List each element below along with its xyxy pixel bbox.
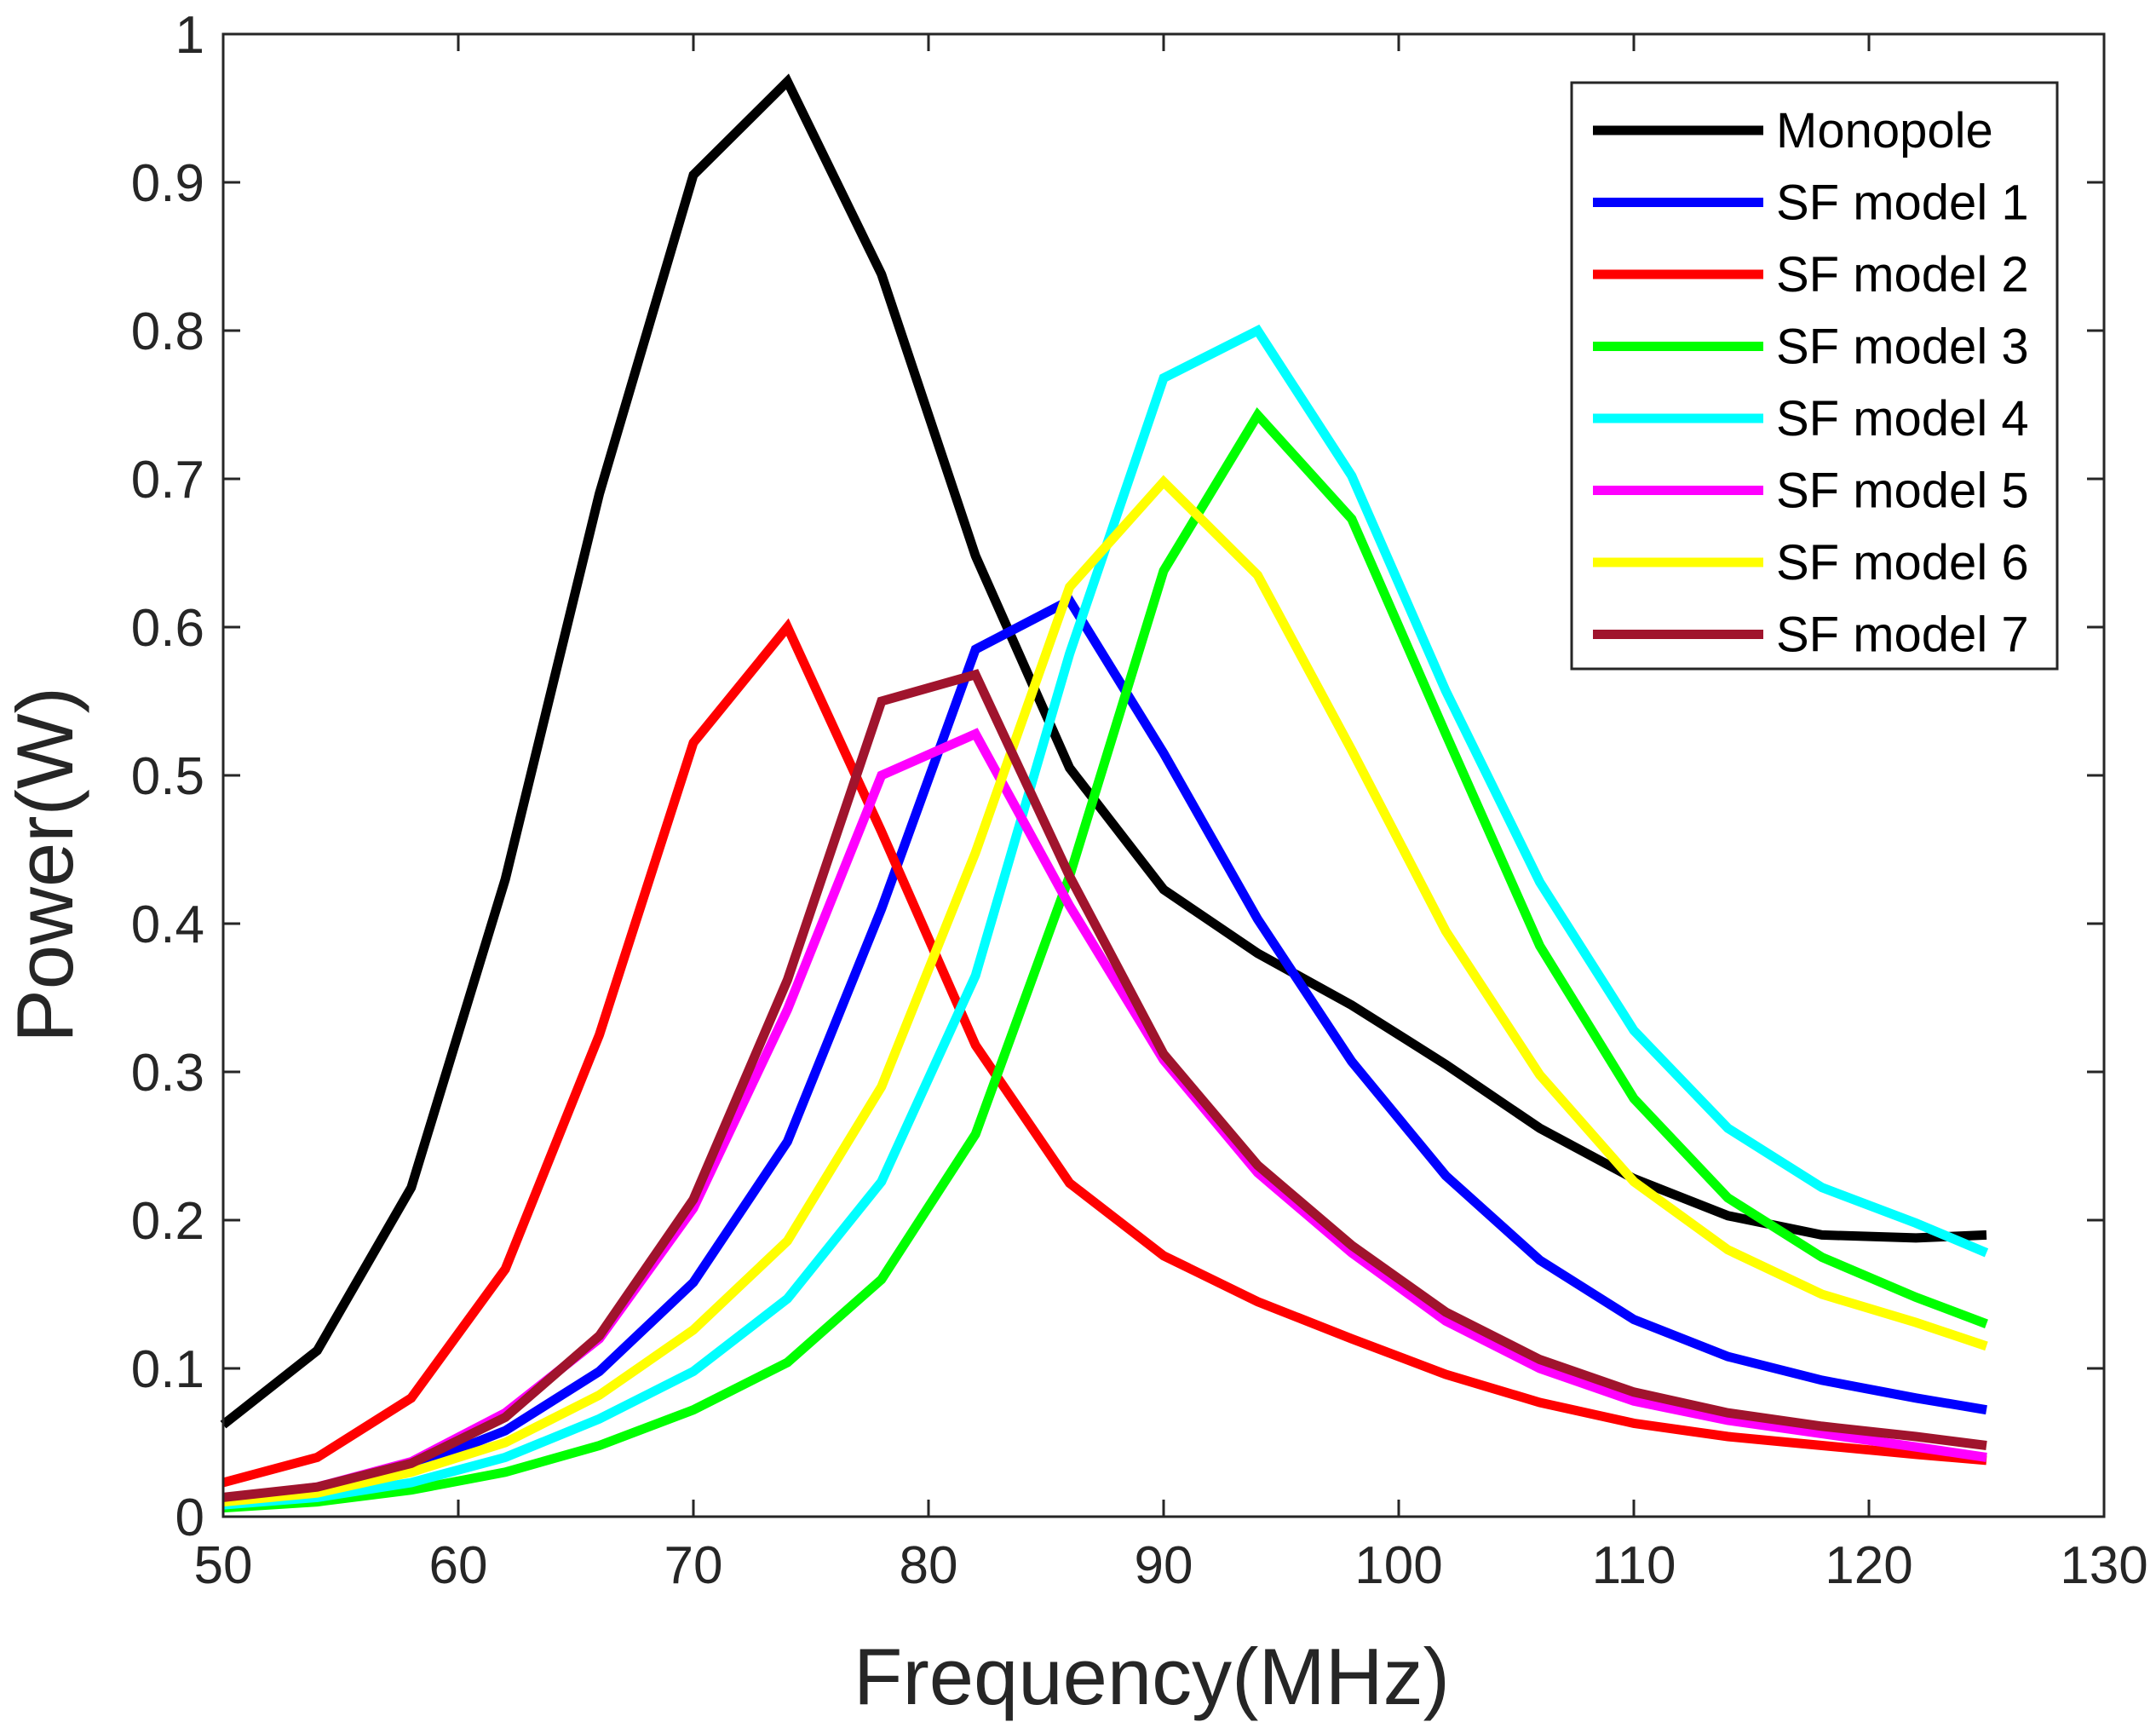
y-tick-label: 0.4 (131, 896, 204, 954)
y-tick-label: 0.2 (131, 1192, 204, 1251)
series-line-3 (221, 618, 1987, 1488)
x-tick-label: 120 (1825, 1536, 1912, 1595)
x-tick-label: 80 (900, 1536, 958, 1595)
series-line-1 (220, 73, 1987, 1429)
series-line-8 (222, 669, 1987, 1502)
x-tick-label: 100 (1354, 1536, 1442, 1595)
y-tick-label: 0.3 (131, 1044, 204, 1103)
x-tick-label: 60 (429, 1536, 488, 1595)
y-tick-label: 0.8 (131, 302, 204, 361)
x-tick-label: 70 (664, 1536, 723, 1595)
legend-label-3: SF model 2 (1776, 247, 2029, 302)
legend-label-2: SF model 1 (1776, 176, 2029, 231)
y-tick-label: 0.9 (131, 154, 204, 213)
legend-label-8: SF model 7 (1776, 608, 2029, 663)
y-tick-label: 0.5 (131, 747, 204, 806)
axes: 50 60 70 80 90 100 110 120 130 0 0.1 0.2 0.3 0.4 0.5 0.… (131, 6, 2148, 1595)
x-tick-label: 90 (1135, 1536, 1193, 1595)
x-axis-title: Frequency(MHz) (854, 1632, 1450, 1721)
legend-label-4: SF model 3 (1776, 320, 2029, 375)
legend-label-7: SF model 6 (1776, 535, 2029, 590)
series-line-7 (222, 475, 1988, 1507)
y-tick-label: 0 (175, 1489, 204, 1547)
y-axis-title: Power(W) (0, 687, 89, 1043)
legend-box (1570, 81, 2059, 671)
y-tick-label: 0.7 (131, 451, 204, 510)
legend-label-5: SF model 4 (1776, 391, 2029, 446)
legend-label-1: Monopole (1776, 103, 1993, 158)
y-tick-label: 0.6 (131, 599, 204, 658)
series-line-4 (222, 407, 1988, 1513)
plot-area (220, 73, 1989, 1513)
legend-label-6: SF model 5 (1776, 464, 2029, 519)
legend: Monopole SF model 1 SF model 2 SF model 3 SF… (1570, 81, 2059, 671)
x-tick-label: 130 (2060, 1536, 2147, 1595)
y-tick-label: 0.1 (131, 1340, 204, 1399)
y-tick-label: 1 (175, 6, 204, 65)
x-tick-label: 110 (1592, 1536, 1676, 1595)
series-line-5 (222, 324, 1989, 1510)
x-tick-label: 50 (194, 1536, 253, 1595)
series-line-2 (222, 594, 1987, 1504)
